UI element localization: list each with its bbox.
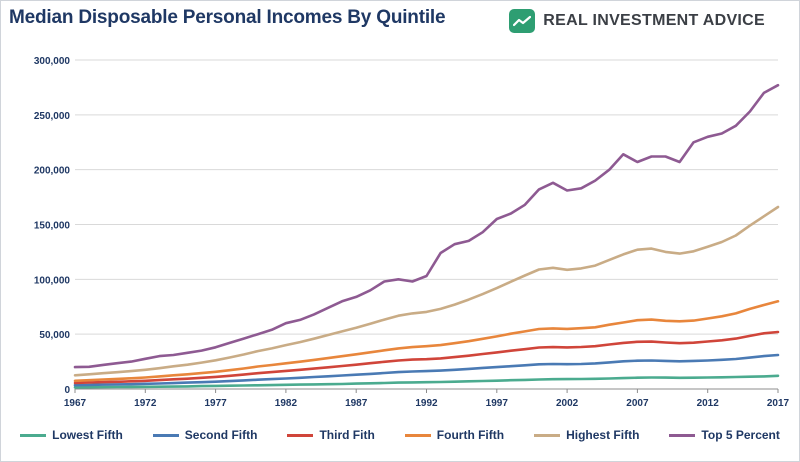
series-line-3 [73,330,780,385]
x-tick-label: 1997 [486,398,509,409]
x-tick-label: 1972 [134,398,157,409]
brand-name: REAL INVESTMENT ADVICE [543,12,765,29]
y-tick-label: 200,000 [34,166,71,177]
legend-label: Top 5 Percent [701,428,780,442]
legend-item: Second Fifth [152,428,258,442]
legend-item: Top 5 Percent [669,428,780,442]
series-line-6 [73,83,780,369]
legend-label: Lowest Fifth [52,428,123,442]
y-tick-label: 0 [64,385,70,396]
legend-item: Fourth Fifth [404,428,505,442]
y-tick-label: 300,000 [34,56,71,67]
legend-label: Second Fifth [184,428,258,442]
legend-label: Highest Fifth [566,428,640,442]
line-chart-icon [509,9,536,33]
series-line-4 [73,299,780,383]
legend-item: Lowest Fifth [20,428,123,442]
x-tick-label: 2002 [556,398,579,409]
legend-swatch [287,433,314,437]
x-tick-label: 1982 [275,398,298,409]
legend-item: Third Fith [287,428,375,442]
series-line-5 [73,205,780,377]
legend-item: Highest Fifth [534,428,639,442]
x-tick-label: 1992 [415,398,438,409]
legend-swatch [534,433,561,437]
legend-label: Fourth Fifth [436,428,505,442]
legend-swatch [20,433,47,437]
y-tick-label: 100,000 [34,275,71,286]
legend-swatch [404,433,431,437]
chart-legend: Lowest Fifth Second Fifth Third Fith Fourth… [1,428,799,442]
y-tick-label: 250,000 [34,111,71,122]
chart-title: Median Disposable Personal Incomes By Qu… [9,7,446,28]
x-tick-label: 2012 [697,398,720,409]
x-tick-label: 2007 [626,398,649,409]
legend-label: Third Fith [319,428,375,442]
line-chart: 0 50,000 100,000 150,000 200,000 250,000 300,0… [34,56,790,409]
legend-swatch [669,433,696,437]
x-tick-label: 1977 [204,398,227,409]
x-tick-label: 2017 [767,398,790,409]
x-tick-label: 1987 [345,398,368,409]
y-tick-label: 150,000 [34,221,71,232]
y-tick-label: 50,000 [39,330,70,341]
series-line-2 [73,353,780,387]
series-line-1 [73,374,780,389]
brand-logo[interactable]: REAL INVESTMENT ADVICE [509,9,765,33]
legend-swatch [152,433,179,437]
x-tick-label: 1967 [64,398,87,409]
